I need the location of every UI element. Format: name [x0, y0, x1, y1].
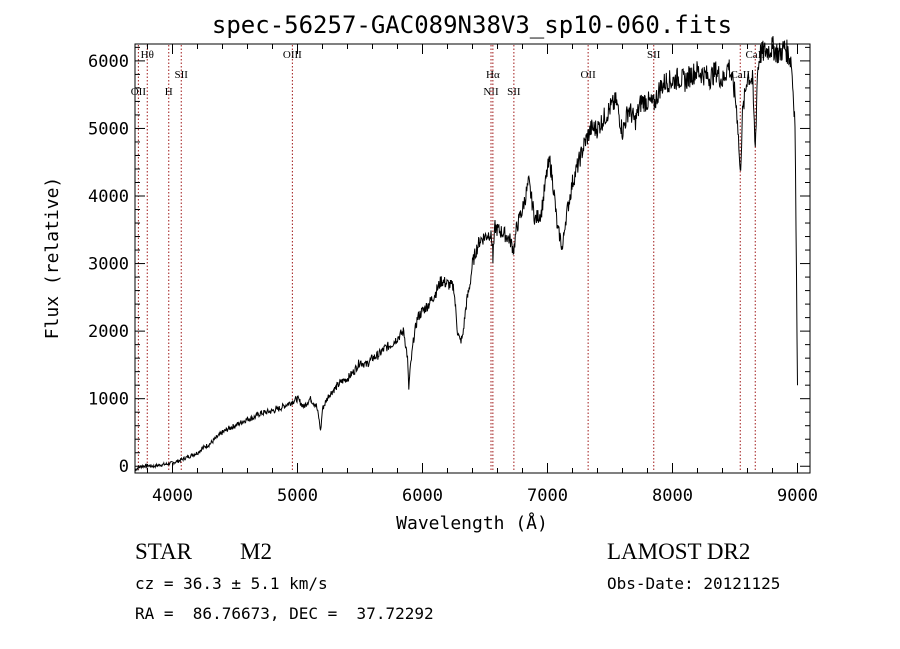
x-tick-label: 9000: [777, 486, 818, 506]
y-axis-label: Flux (relative): [42, 177, 63, 340]
x-axis-label: Wavelength (Å): [396, 512, 548, 534]
line-label-8: OII: [580, 69, 596, 81]
line-label-5: NII: [483, 86, 499, 98]
line-label-9: SII: [647, 49, 661, 61]
chart-title: spec-56257-GAC089N38V3_sp10-060.fits: [212, 11, 732, 39]
spectrum-series: [134, 36, 798, 472]
survey-name: LAMOST DR2: [607, 539, 750, 564]
line-label-1: Hθ: [141, 49, 154, 61]
x-tick-label: 6000: [402, 486, 443, 506]
spectrum-line: [134, 36, 798, 472]
coordinates: RA = 86.76673, DEC = 37.72292: [135, 604, 434, 623]
redshift-text: cz = 36.3 ± 5.1 km/s: [135, 574, 328, 593]
line-label-7: SII: [507, 86, 521, 98]
x-tick-label: 4000: [152, 486, 193, 506]
line-label-6: Hα: [486, 69, 500, 81]
plot-frame: [134, 43, 811, 474]
y-tick-label: 6000: [88, 52, 129, 72]
y-tick-label: 4000: [88, 187, 129, 207]
y-tick-label: 1000: [88, 390, 129, 410]
y-tick-label: 5000: [88, 119, 129, 139]
axis-ticks: 4000 5000 6000 7000 8000 9000 0 1000 2000 3000 400…: [88, 44, 818, 506]
x-tick-label: 5000: [277, 486, 318, 506]
obs-date: Obs-Date: 20121125: [607, 574, 780, 593]
line-label-4: OIII: [283, 49, 302, 61]
x-tick-label: 8000: [652, 486, 693, 506]
x-tick-label: 7000: [527, 486, 568, 506]
object-class: STAR: [135, 539, 193, 564]
line-label-2: H: [165, 86, 173, 98]
y-tick-label: 2000: [88, 322, 129, 342]
line-label-10: CaII: [730, 69, 750, 81]
y-tick-label: 0: [119, 457, 129, 477]
object-subclass: M2: [240, 539, 272, 564]
y-tick-label: 3000: [88, 255, 129, 275]
line-label-3: SII: [175, 69, 189, 81]
